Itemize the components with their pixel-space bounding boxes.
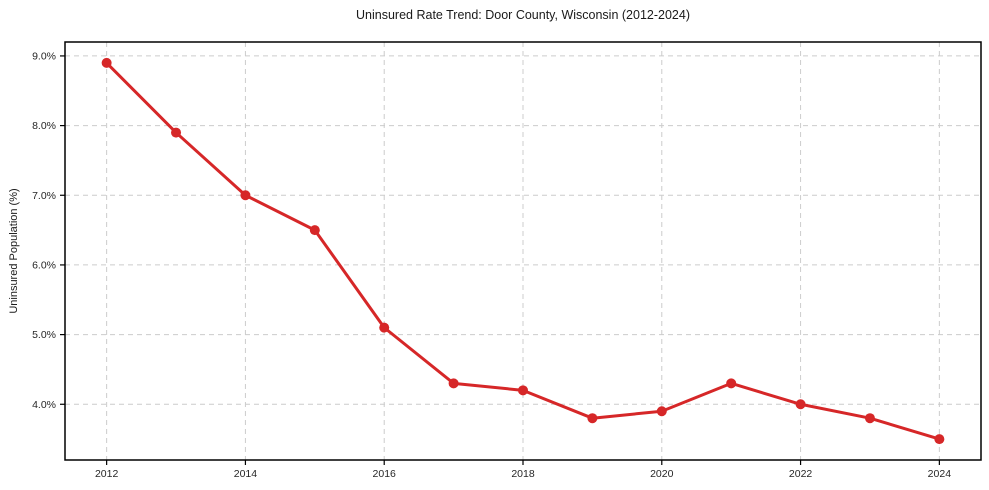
data-point-marker	[726, 378, 737, 389]
x-tick-label: 2022	[789, 468, 813, 480]
y-tick-label: 5.0%	[32, 329, 56, 341]
y-axis-label: Uninsured Population (%)	[8, 188, 20, 314]
x-tick-label: 2018	[511, 468, 535, 480]
data-point-marker	[864, 413, 875, 424]
y-tick-label: 9.0%	[32, 50, 56, 62]
x-tick-label: 2024	[928, 468, 952, 480]
data-point-marker	[795, 399, 806, 410]
y-tick-label: 6.0%	[32, 259, 56, 271]
y-tick-label: 7.0%	[32, 190, 56, 202]
data-point-marker	[171, 127, 182, 138]
data-point-marker	[379, 322, 390, 333]
data-point-marker	[448, 378, 459, 389]
data-point-marker	[518, 385, 528, 396]
x-tick-label: 2016	[373, 468, 397, 480]
x-tick-label: 2020	[650, 468, 674, 480]
data-point-marker	[240, 190, 251, 201]
data-point-marker	[309, 225, 320, 236]
data-point-marker	[101, 57, 112, 68]
data-point-marker	[656, 406, 667, 417]
y-tick-label: 8.0%	[32, 120, 56, 132]
data-point-marker	[934, 434, 945, 445]
chart-title: Uninsured Rate Trend: Door County, Wisco…	[356, 8, 690, 22]
y-tick-label: 4.0%	[32, 399, 56, 411]
x-tick-label: 2014	[234, 468, 258, 480]
data-point-marker	[587, 413, 598, 424]
x-tick-label: 2012	[95, 468, 119, 480]
